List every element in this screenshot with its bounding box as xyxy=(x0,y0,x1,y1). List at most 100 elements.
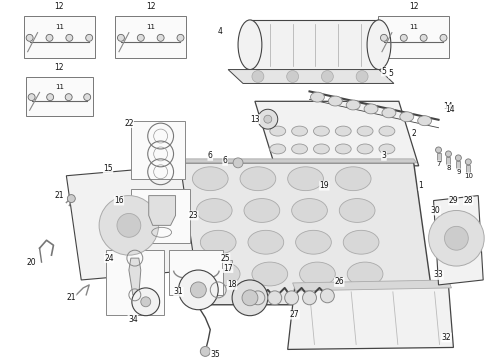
Ellipse shape xyxy=(204,262,240,286)
Ellipse shape xyxy=(252,262,288,286)
Circle shape xyxy=(440,34,447,41)
Circle shape xyxy=(436,147,441,153)
Polygon shape xyxy=(293,280,451,291)
Circle shape xyxy=(132,288,160,316)
Ellipse shape xyxy=(200,230,236,254)
Text: 11: 11 xyxy=(55,85,64,90)
Text: 6: 6 xyxy=(208,152,213,161)
Circle shape xyxy=(177,34,184,41)
Ellipse shape xyxy=(295,230,331,254)
Text: 10: 10 xyxy=(464,173,473,179)
Circle shape xyxy=(445,151,451,157)
Bar xyxy=(446,157,450,165)
Polygon shape xyxy=(228,69,394,84)
Circle shape xyxy=(157,34,164,41)
Polygon shape xyxy=(175,159,416,163)
Circle shape xyxy=(86,34,93,41)
Text: 17: 17 xyxy=(223,264,233,273)
Ellipse shape xyxy=(193,167,228,191)
Text: 33: 33 xyxy=(434,270,443,279)
Text: 31: 31 xyxy=(173,287,183,296)
Text: 12: 12 xyxy=(55,63,64,72)
Circle shape xyxy=(321,71,333,82)
Circle shape xyxy=(466,159,471,165)
Ellipse shape xyxy=(288,167,323,191)
Text: 19: 19 xyxy=(319,181,329,190)
Circle shape xyxy=(400,34,407,41)
Polygon shape xyxy=(66,166,196,280)
Ellipse shape xyxy=(335,167,371,191)
Text: 4: 4 xyxy=(218,27,222,36)
Text: 9: 9 xyxy=(456,169,461,175)
Circle shape xyxy=(251,291,265,305)
Circle shape xyxy=(67,195,75,203)
Text: 35: 35 xyxy=(210,350,220,359)
Text: 12: 12 xyxy=(409,2,418,11)
Circle shape xyxy=(84,94,91,100)
Circle shape xyxy=(285,291,298,305)
Bar xyxy=(24,16,95,58)
Ellipse shape xyxy=(400,112,414,122)
Circle shape xyxy=(200,346,210,356)
Ellipse shape xyxy=(311,92,324,102)
Text: 7: 7 xyxy=(436,161,441,167)
Circle shape xyxy=(66,34,73,41)
Ellipse shape xyxy=(292,144,308,154)
Ellipse shape xyxy=(364,104,378,114)
Text: 21: 21 xyxy=(55,191,64,200)
Circle shape xyxy=(356,71,368,82)
Circle shape xyxy=(380,34,388,41)
Circle shape xyxy=(429,211,484,266)
Ellipse shape xyxy=(292,126,308,136)
Polygon shape xyxy=(129,258,141,295)
Circle shape xyxy=(47,94,53,100)
Text: 14: 14 xyxy=(445,105,455,114)
Text: 22: 22 xyxy=(124,119,134,128)
Text: 26: 26 xyxy=(335,278,344,287)
Circle shape xyxy=(65,94,72,100)
Text: 23: 23 xyxy=(189,211,198,220)
Bar xyxy=(466,165,470,173)
Polygon shape xyxy=(255,101,418,166)
Ellipse shape xyxy=(314,144,329,154)
Text: 11: 11 xyxy=(55,24,64,30)
Ellipse shape xyxy=(347,262,383,286)
Text: 27: 27 xyxy=(290,310,299,319)
Circle shape xyxy=(117,213,141,237)
Bar xyxy=(115,16,187,58)
Text: 12: 12 xyxy=(146,2,155,11)
Ellipse shape xyxy=(367,20,391,69)
Bar xyxy=(169,250,223,295)
Circle shape xyxy=(252,71,264,82)
Text: 29: 29 xyxy=(449,196,458,205)
Text: 28: 28 xyxy=(464,196,473,205)
Circle shape xyxy=(420,34,427,41)
Ellipse shape xyxy=(292,199,327,222)
Text: 16: 16 xyxy=(114,196,124,205)
Circle shape xyxy=(46,34,53,41)
Circle shape xyxy=(28,94,35,100)
Text: 5: 5 xyxy=(382,67,387,76)
Circle shape xyxy=(233,158,243,168)
Ellipse shape xyxy=(335,144,351,154)
Text: 15: 15 xyxy=(103,164,113,173)
Text: 30: 30 xyxy=(431,206,441,215)
Polygon shape xyxy=(434,195,483,285)
Circle shape xyxy=(99,195,159,255)
Text: 20: 20 xyxy=(27,258,36,267)
Text: 21: 21 xyxy=(67,293,76,302)
Text: 1: 1 xyxy=(418,181,423,190)
Ellipse shape xyxy=(346,100,360,110)
Bar xyxy=(250,20,379,69)
Circle shape xyxy=(141,297,151,307)
Text: 25: 25 xyxy=(220,254,230,263)
Circle shape xyxy=(455,155,462,161)
Text: 6: 6 xyxy=(223,156,227,165)
Text: 5: 5 xyxy=(389,69,393,78)
Circle shape xyxy=(258,109,278,129)
Ellipse shape xyxy=(328,96,342,106)
Text: 34: 34 xyxy=(128,315,138,324)
Text: 11: 11 xyxy=(409,24,418,30)
Circle shape xyxy=(444,226,468,250)
Ellipse shape xyxy=(299,262,335,286)
